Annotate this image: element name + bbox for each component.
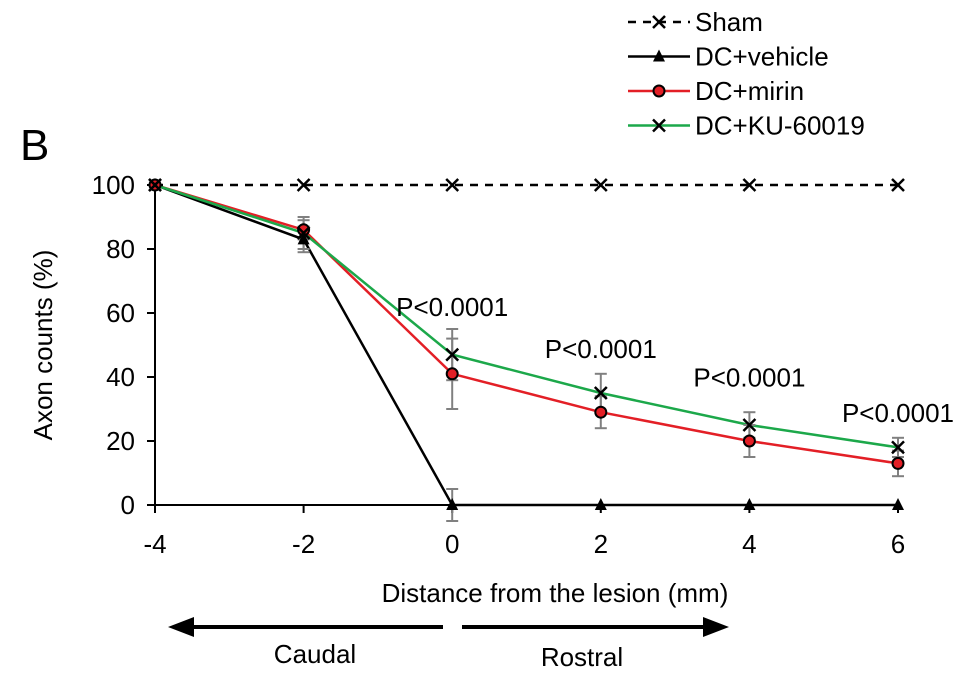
annotations: P<0.0001 P<0.0001 P<0.0001 P<0.0001 bbox=[396, 292, 954, 428]
p-value-annotation: P<0.0001 bbox=[545, 334, 657, 364]
legend-entry-dc-vehicle: DC+vehicle bbox=[628, 42, 829, 72]
data-point-sham bbox=[296, 178, 311, 192]
data-point-sham-stroke-b bbox=[593, 178, 608, 192]
caudal-arrow-head bbox=[168, 617, 194, 637]
p-value-annotation: P<0.0001 bbox=[693, 363, 805, 393]
y-tick-label: 20 bbox=[106, 426, 135, 456]
data-point-dc-mirin-shape bbox=[297, 223, 311, 237]
data-point-dc-mirin bbox=[891, 456, 905, 470]
p-value-annotation: P<0.0001 bbox=[842, 398, 954, 428]
data-point-dc-mirin-shape bbox=[742, 434, 756, 448]
series-layer bbox=[148, 178, 905, 522]
data-point-dc-vehicle bbox=[297, 232, 310, 245]
data-point-sham bbox=[148, 178, 162, 192]
data-point-dc-mirin bbox=[594, 405, 608, 419]
rostral-arrow-head bbox=[703, 617, 729, 637]
y-tick-label: 80 bbox=[106, 234, 135, 264]
y-axis-ticks: 0 20 40 60 80 100 bbox=[92, 170, 155, 520]
data-point-dc-ku-60019-stroke-b bbox=[891, 440, 905, 455]
data-point-dc-mirin bbox=[297, 223, 311, 237]
legend-label: DC+KU-60019 bbox=[695, 111, 865, 141]
legend: Sham DC+vehicle DC+mirin DC+KU-60019 bbox=[628, 7, 865, 141]
data-point-dc-ku-60019 bbox=[445, 347, 460, 362]
legend-marker-stroke-b bbox=[652, 15, 666, 29]
data-point-sham bbox=[593, 178, 608, 192]
y-axis-label: Axon counts (%) bbox=[28, 250, 58, 441]
legend-label: DC+vehicle bbox=[695, 42, 829, 72]
data-point-dc-mirin-shape bbox=[445, 367, 459, 381]
legend-marker-shape bbox=[653, 49, 665, 62]
y-tick-label: 100 bbox=[92, 170, 135, 200]
data-point-dc-vehicle-shape bbox=[743, 498, 756, 510]
data-point-dc-vehicle-shape bbox=[297, 232, 310, 245]
x-tick-label: 6 bbox=[891, 529, 905, 559]
p-value-annotation: P<0.0001 bbox=[396, 292, 508, 322]
data-point-dc-ku-60019 bbox=[891, 440, 905, 455]
data-point-dc-vehicle-shape bbox=[446, 498, 459, 510]
legend-entry-sham: Sham bbox=[628, 7, 763, 37]
x-axis-ticks: -4 -2 0 2 4 6 bbox=[143, 505, 905, 559]
legend-label: DC+mirin bbox=[695, 76, 804, 106]
data-point-dc-ku-60019 bbox=[296, 226, 311, 240]
data-point-dc-ku-60019 bbox=[593, 386, 608, 400]
data-point-dc-ku-60019-stroke-b bbox=[593, 386, 608, 400]
legend-marker bbox=[652, 84, 666, 98]
rostral-label: Rostral bbox=[541, 642, 623, 671]
data-point-dc-mirin-shape bbox=[891, 456, 905, 470]
data-point-sham-stroke-b bbox=[891, 178, 905, 192]
data-point-dc-mirin bbox=[445, 367, 459, 381]
legend-entry-dc-mirin: DC+mirin bbox=[628, 76, 804, 106]
legend-marker bbox=[653, 49, 665, 62]
data-point-dc-ku-60019-stroke-b bbox=[445, 347, 460, 362]
data-point-sham bbox=[742, 178, 757, 192]
series-line-dc-vehicle bbox=[154, 183, 898, 507]
series-line-dc-ku-60019 bbox=[154, 183, 899, 449]
legend-marker bbox=[652, 15, 666, 29]
caudal-label: Caudal bbox=[274, 639, 356, 669]
y-tick-label: 40 bbox=[106, 362, 135, 392]
x-tick-label: -2 bbox=[292, 529, 315, 559]
error-bars bbox=[297, 216, 904, 522]
data-point-sham bbox=[891, 178, 905, 192]
panel-label: B bbox=[20, 121, 49, 170]
legend-entry-dc-ku-60019: DC+KU-60019 bbox=[628, 111, 865, 141]
legend-marker-shape bbox=[652, 84, 666, 98]
x-tick-label: 0 bbox=[445, 529, 459, 559]
data-point-dc-vehicle bbox=[446, 498, 459, 510]
x-axis-label: Distance from the lesion (mm) bbox=[382, 578, 729, 608]
x-tick-label: -4 bbox=[143, 529, 166, 559]
data-point-dc-vehicle-shape bbox=[892, 498, 904, 510]
x-tick-label: 4 bbox=[742, 529, 756, 559]
y-tick-label: 60 bbox=[106, 298, 135, 328]
y-tick-label: 0 bbox=[121, 490, 135, 520]
data-point-sham-stroke-b bbox=[445, 178, 460, 192]
data-point-dc-ku-60019-stroke-b bbox=[742, 418, 757, 432]
data-point-dc-mirin bbox=[742, 434, 756, 448]
data-point-dc-mirin-shape bbox=[594, 405, 608, 419]
data-point-sham bbox=[445, 178, 460, 192]
data-point-dc-ku-60019 bbox=[742, 418, 757, 432]
data-point-sham-stroke-b bbox=[148, 178, 162, 192]
legend-label: Sham bbox=[695, 7, 763, 37]
data-point-dc-vehicle bbox=[594, 498, 607, 510]
legend-marker-stroke-b bbox=[652, 118, 666, 133]
data-point-dc-vehicle bbox=[892, 498, 904, 510]
series-markers bbox=[148, 178, 905, 510]
legend-marker bbox=[652, 118, 666, 133]
data-point-dc-vehicle-shape bbox=[594, 498, 607, 510]
data-point-sham-stroke-b bbox=[296, 178, 311, 192]
data-point-dc-vehicle bbox=[743, 498, 756, 510]
series-lines bbox=[154, 183, 899, 507]
x-tick-label: 2 bbox=[594, 529, 608, 559]
data-point-dc-ku-60019-stroke-b bbox=[296, 226, 311, 240]
series-line-dc-mirin bbox=[154, 183, 899, 465]
data-point-sham-stroke-b bbox=[742, 178, 757, 192]
